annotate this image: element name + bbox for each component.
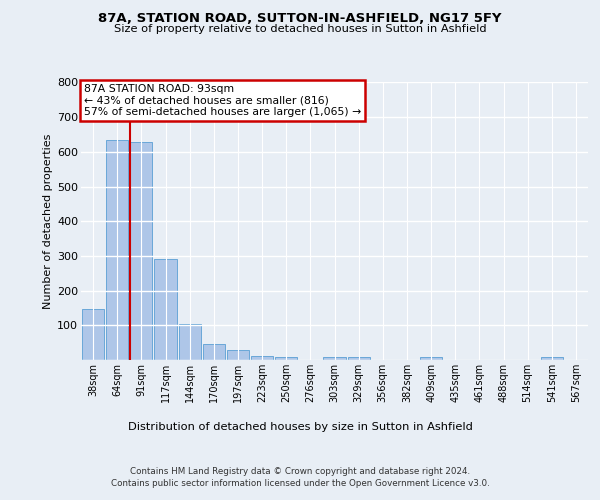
Text: Size of property relative to detached houses in Sutton in Ashfield: Size of property relative to detached ho…: [113, 24, 487, 34]
Bar: [541, 357, 563, 360]
Bar: [106, 140, 128, 360]
Text: Contains HM Land Registry data © Crown copyright and database right 2024.: Contains HM Land Registry data © Crown c…: [130, 468, 470, 476]
Bar: [420, 357, 442, 360]
Bar: [227, 350, 249, 360]
Text: 87A, STATION ROAD, SUTTON-IN-ASHFIELD, NG17 5FY: 87A, STATION ROAD, SUTTON-IN-ASHFIELD, N…: [98, 12, 502, 26]
Bar: [203, 344, 225, 360]
Text: 87A STATION ROAD: 93sqm
← 43% of detached houses are smaller (816)
57% of semi-d: 87A STATION ROAD: 93sqm ← 43% of detache…: [83, 84, 361, 117]
Y-axis label: Number of detached properties: Number of detached properties: [43, 134, 53, 309]
Bar: [275, 357, 298, 360]
Bar: [130, 142, 152, 360]
Bar: [154, 260, 176, 360]
Text: Distribution of detached houses by size in Sutton in Ashfield: Distribution of detached houses by size …: [128, 422, 472, 432]
Bar: [251, 356, 273, 360]
Text: Contains public sector information licensed under the Open Government Licence v3: Contains public sector information licen…: [110, 479, 490, 488]
Bar: [323, 357, 346, 360]
Bar: [82, 308, 104, 360]
Bar: [347, 357, 370, 360]
Bar: [179, 324, 201, 360]
